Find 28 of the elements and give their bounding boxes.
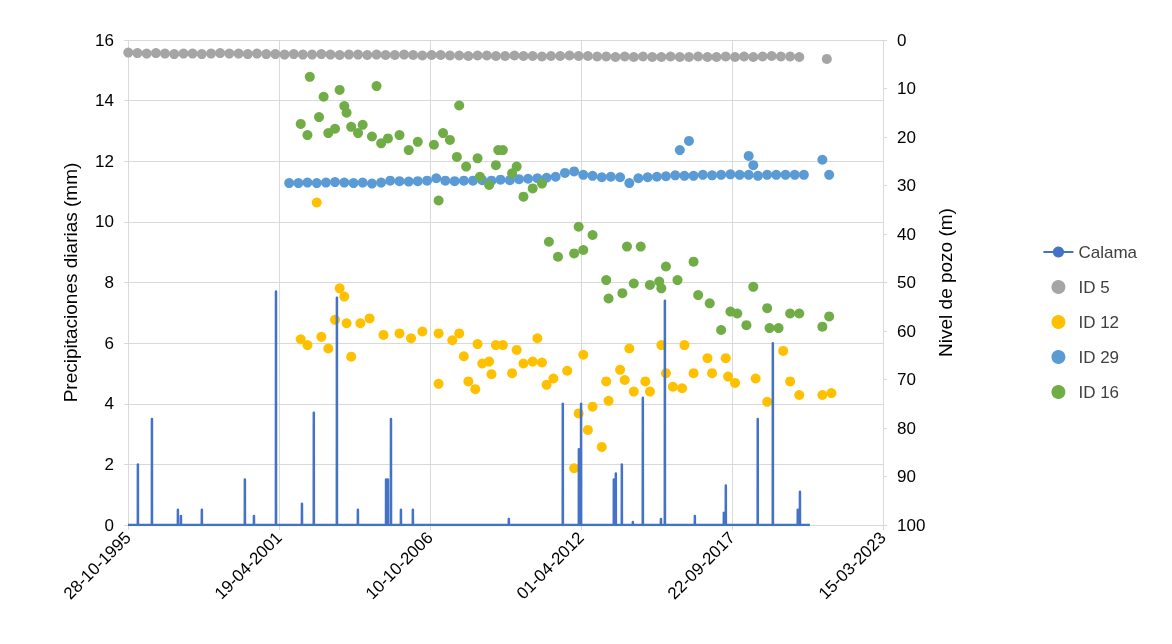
y-tick-label: 6 [104, 333, 114, 353]
y2-tick-label: 10 [897, 79, 916, 98]
y-tick-label: 16 [95, 30, 114, 50]
y-tick-label: 12 [95, 151, 114, 171]
y2-tick-label: 90 [897, 467, 916, 486]
legend-label: ID 29 [1078, 347, 1120, 367]
y-tick-label: 4 [104, 394, 114, 414]
legend-label: ID 5 [1078, 277, 1110, 297]
y-tick-label: 14 [95, 91, 114, 111]
y2-tick-label: 20 [897, 127, 916, 147]
line-series [126, 290, 812, 527]
legend-label: ID 16 [1078, 382, 1120, 402]
y-tick-label: 8 [104, 273, 114, 292]
y-tick-label: 2 [104, 454, 114, 474]
legend-label: Calama [1078, 242, 1138, 262]
y-tick-label: 10 [95, 212, 114, 232]
y-tick-label: 0 [104, 515, 114, 535]
y2-tick-label: 40 [897, 224, 916, 244]
y2-tick-label: 0 [897, 30, 907, 50]
y2-tick-label: 70 [897, 370, 916, 389]
y2-tick-label: 30 [897, 176, 916, 195]
y2-tick-label: 100 [897, 515, 926, 535]
legend-label: ID 12 [1078, 312, 1120, 332]
y2-axis-title: Nivel de pozo (m) [935, 208, 957, 357]
y2-tick-label: 80 [897, 418, 916, 438]
y-axis-title: Precipitaciones diarias (mm) [60, 162, 81, 403]
y2-tick-label: 50 [897, 273, 916, 292]
y2-tick-label: 60 [897, 321, 916, 341]
